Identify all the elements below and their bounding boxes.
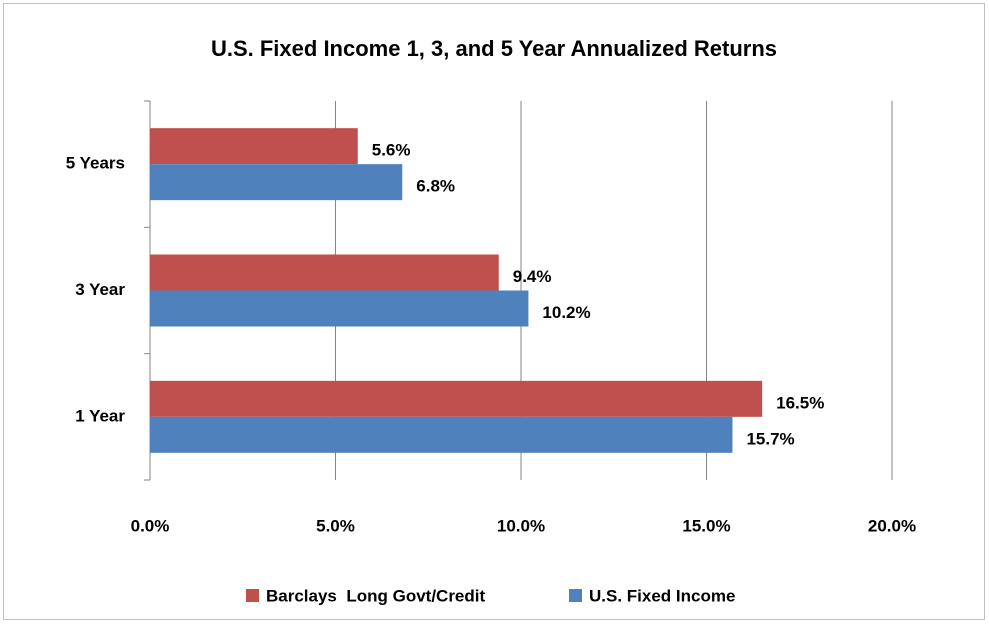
value-label: 10.2% bbox=[542, 303, 590, 322]
value-label: 15.7% bbox=[746, 429, 794, 448]
bar bbox=[150, 416, 733, 453]
y-tick-label: 3 Year bbox=[75, 280, 125, 299]
bar bbox=[150, 254, 499, 291]
value-label: 16.5% bbox=[776, 393, 824, 412]
x-tick-label: 15.0% bbox=[682, 516, 730, 535]
chart-title: U.S. Fixed Income 1, 3, and 5 Year Annua… bbox=[211, 36, 777, 61]
x-tick-label: 0.0% bbox=[131, 516, 170, 535]
y-tick-label: 5 Years bbox=[66, 154, 125, 173]
legend-label: U.S. Fixed Income bbox=[589, 586, 735, 605]
legend-swatch bbox=[569, 589, 582, 602]
x-tick-label: 10.0% bbox=[497, 516, 545, 535]
legend-label: Barclays Long Govt/Credit bbox=[266, 586, 485, 605]
bar bbox=[150, 164, 403, 201]
legend-swatch bbox=[246, 589, 259, 602]
value-label: 6.8% bbox=[416, 177, 455, 196]
y-tick-label: 1 Year bbox=[75, 406, 125, 425]
x-tick-label: 20.0% bbox=[868, 516, 916, 535]
x-tick-label: 5.0% bbox=[316, 516, 355, 535]
bar bbox=[150, 128, 358, 165]
bar bbox=[150, 380, 763, 417]
bar bbox=[150, 290, 529, 327]
value-label: 9.4% bbox=[513, 267, 552, 286]
value-label: 5.6% bbox=[372, 141, 411, 160]
